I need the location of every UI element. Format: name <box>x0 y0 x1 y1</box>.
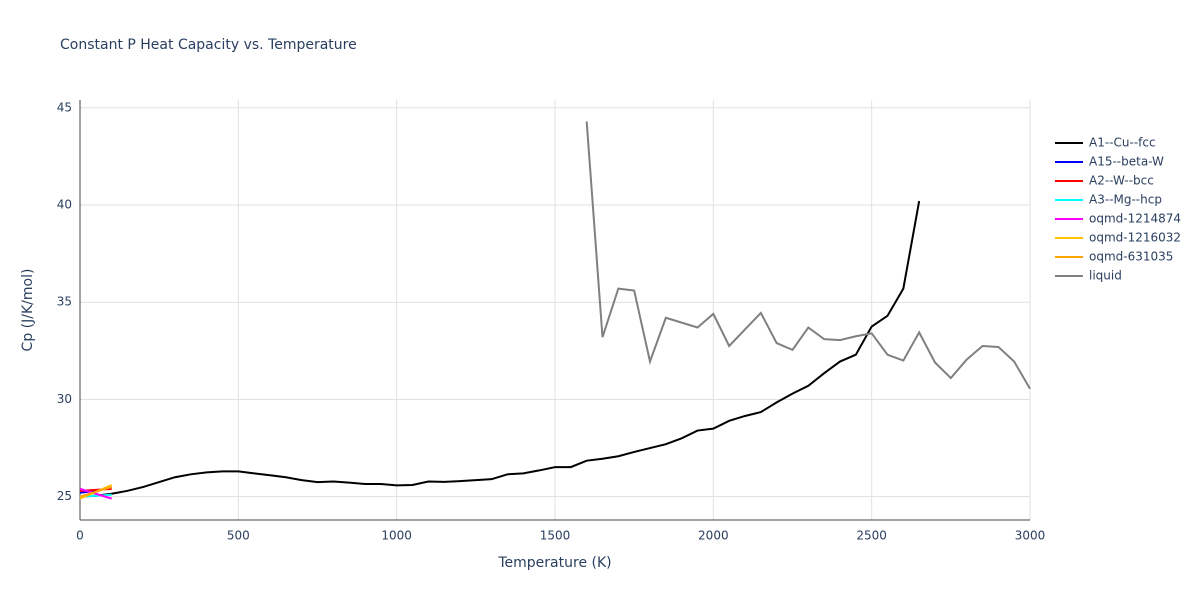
x-tick-label: 1500 <box>540 529 571 543</box>
y-tick-label: 35 <box>57 295 72 309</box>
y-tick-label: 25 <box>57 489 72 503</box>
series-line <box>79 487 112 500</box>
y-tick-label: 40 <box>57 198 72 212</box>
legend-label: liquid <box>1089 269 1122 283</box>
legend-label: A3--Mg--hcp <box>1089 193 1162 207</box>
y-axis-title: Cp (J/K/mol) <box>20 269 36 352</box>
legend-label: A15--beta-W <box>1089 155 1164 169</box>
chart-title: Constant P Heat Capacity vs. Temperature <box>60 37 357 53</box>
x-tick-label: 3000 <box>1015 529 1046 543</box>
series-line <box>79 485 112 498</box>
y-tick-label: 45 <box>57 100 72 114</box>
x-tick-label: 2000 <box>698 529 729 543</box>
y-tick-label: 30 <box>57 392 72 406</box>
legend-label: oqmd-631035 <box>1089 250 1173 264</box>
x-tick-label: 1000 <box>381 529 412 543</box>
series-line <box>79 200 921 498</box>
x-tick-label: 2500 <box>856 529 887 543</box>
legend-label: oqmd-1216032 <box>1089 231 1181 245</box>
legend-label: A2--W--bcc <box>1089 174 1154 188</box>
legend-label: oqmd-1214874 <box>1089 212 1181 226</box>
series-line <box>585 121 1031 390</box>
x-tick-label: 500 <box>227 529 250 543</box>
x-axis-title: Temperature (K) <box>497 555 611 571</box>
x-tick-label: 0 <box>76 529 84 543</box>
legend-label: A1--Cu--fcc <box>1089 136 1156 150</box>
